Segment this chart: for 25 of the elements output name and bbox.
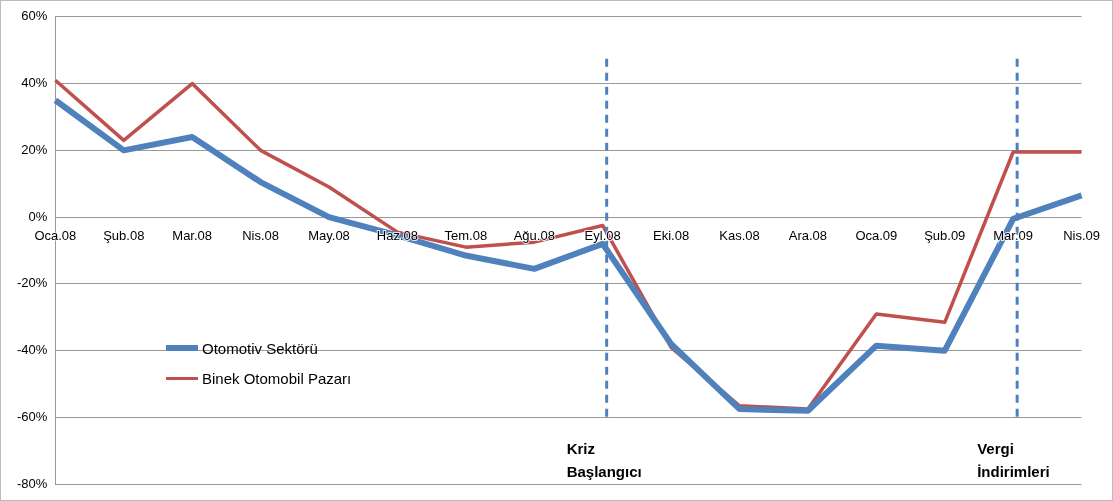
x-tick-label: Ara.08 [788, 228, 828, 244]
x-tick-label: Ağu.08 [513, 228, 555, 244]
ref-line-label: Kriz Başlangıcı [566, 440, 642, 481]
y-tick-label: 0% [28, 208, 48, 224]
y-tick-label: -80% [16, 475, 48, 491]
x-tick-label: Mar.08 [172, 228, 213, 244]
x-tick-label: May.08 [308, 228, 350, 244]
x-tick-label: Şub.08 [103, 228, 145, 244]
x-tick-label: Eki.08 [653, 228, 690, 244]
x-tick-label: Nis.09 [1063, 228, 1101, 244]
y-tick-label: 60% [21, 8, 48, 24]
x-tick-label: Oca.08 [34, 228, 77, 244]
y-tick-label: 40% [21, 75, 48, 91]
legend-label: Binek Otomobil Pazarı [202, 369, 352, 387]
x-tick-label: Oca.09 [855, 228, 898, 244]
ref-line-label: Vergi İndirimleri [977, 440, 1050, 481]
y-tick-label: -60% [16, 409, 48, 425]
legend-label: Otomotiv Sektörü [202, 339, 318, 357]
x-tick-label: Kas.08 [719, 228, 760, 244]
y-tick-label: -40% [16, 342, 48, 358]
x-tick-label: Nis.08 [242, 228, 280, 244]
y-tick-label: 20% [21, 141, 48, 157]
y-tick-label: -20% [16, 275, 48, 291]
x-tick-label: Tem.08 [444, 228, 488, 244]
x-tick-label: Şub.09 [924, 228, 966, 244]
